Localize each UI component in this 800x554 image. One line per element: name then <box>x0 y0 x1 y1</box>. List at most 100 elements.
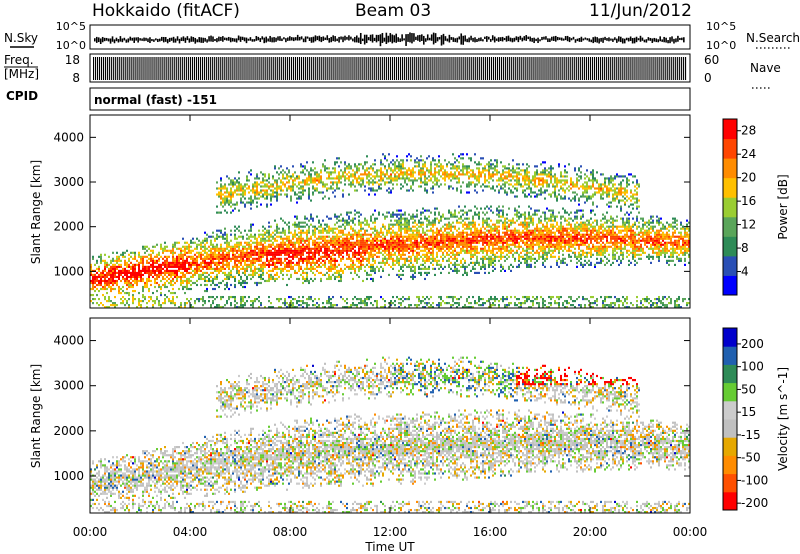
power-cell <box>410 243 412 246</box>
power-cell <box>222 249 224 252</box>
power-cell <box>310 181 312 184</box>
power-cell <box>196 259 198 262</box>
power-cell <box>160 285 162 289</box>
power-cell <box>262 247 264 250</box>
power-cell <box>406 155 408 158</box>
power-cell <box>334 304 336 307</box>
power-cell <box>412 277 414 281</box>
power-cell <box>288 253 290 256</box>
noise-bar <box>123 37 126 41</box>
power-cell <box>284 231 286 234</box>
power-cell <box>92 255 94 258</box>
power-cell <box>258 251 260 254</box>
power-cell <box>366 155 368 158</box>
power-cell <box>296 249 298 252</box>
power-cell <box>104 269 106 272</box>
power-cell <box>344 171 346 174</box>
freq-bar <box>591 57 594 80</box>
power-cell <box>204 259 206 262</box>
power-cell <box>166 265 168 268</box>
power-cell <box>214 263 216 266</box>
power-cell <box>392 235 394 238</box>
power-cell <box>368 179 370 182</box>
power-cell <box>398 209 400 212</box>
power-cell <box>250 299 252 303</box>
freq-bar <box>192 57 194 80</box>
power-cell <box>274 229 276 232</box>
power-cell <box>146 267 148 270</box>
noise-bar <box>679 37 681 41</box>
power-cell <box>110 265 112 268</box>
power-cell <box>408 259 410 262</box>
power-cell <box>134 257 136 260</box>
power-cell <box>234 243 236 246</box>
power-cell <box>340 279 342 283</box>
power-cell <box>352 263 354 266</box>
power-cell <box>380 161 382 164</box>
power-cell <box>128 257 130 260</box>
power-cell <box>442 213 444 216</box>
power-cell <box>370 255 372 258</box>
power-cell <box>136 259 138 262</box>
power-cell <box>116 267 118 270</box>
power-cell <box>232 195 234 198</box>
power-cell <box>392 263 394 266</box>
power-cell <box>412 175 414 178</box>
power-cell <box>280 193 282 196</box>
power-cell <box>356 273 358 277</box>
power-cell <box>258 263 260 266</box>
power-cell <box>424 217 426 220</box>
power-cell <box>396 175 398 178</box>
power-cell <box>376 302 378 305</box>
power-cell <box>338 269 340 272</box>
power-cell <box>126 265 128 268</box>
power-cell <box>444 173 446 176</box>
power-cell <box>332 259 334 262</box>
freq-bar <box>118 57 120 80</box>
power-cell <box>212 271 214 275</box>
power-cell <box>450 215 452 218</box>
power-cell <box>400 235 402 238</box>
power-cell <box>420 267 422 270</box>
power-cell <box>360 261 362 264</box>
power-cell <box>302 185 304 188</box>
power-cell <box>222 279 224 283</box>
power-cell <box>380 169 382 172</box>
power-cell <box>270 203 272 206</box>
power-cell <box>102 275 104 279</box>
power-cell <box>378 251 380 254</box>
power-cell <box>410 241 412 244</box>
power-cell <box>178 275 180 279</box>
power-cell <box>398 257 400 260</box>
power-cell <box>392 187 394 190</box>
power-cell <box>188 265 190 268</box>
power-cell <box>346 257 348 260</box>
freq-series <box>93 57 687 80</box>
power-cell <box>428 302 430 305</box>
power-cell <box>428 257 430 260</box>
freq-bar <box>390 57 392 80</box>
power-cell <box>284 185 286 188</box>
power-cell <box>134 289 136 293</box>
power-cell <box>100 277 102 281</box>
power-cell <box>210 243 212 246</box>
power-cell <box>92 275 94 279</box>
power-cell <box>342 195 344 198</box>
power-cell <box>252 235 254 238</box>
power-cell <box>128 306 130 309</box>
power-cell <box>300 239 302 242</box>
power-cell <box>364 229 366 232</box>
power-cell <box>126 283 128 287</box>
power-cell <box>286 195 288 198</box>
power-cell <box>392 159 394 162</box>
power-cell <box>398 161 400 164</box>
power-cell <box>252 201 254 204</box>
power-cell <box>276 235 278 238</box>
power-cell <box>284 297 286 301</box>
power-cell <box>310 255 312 258</box>
noise-bar <box>415 36 417 41</box>
power-cell <box>240 189 242 192</box>
power-cell <box>286 175 288 178</box>
power-cell <box>252 261 254 264</box>
power-cell <box>332 265 334 268</box>
